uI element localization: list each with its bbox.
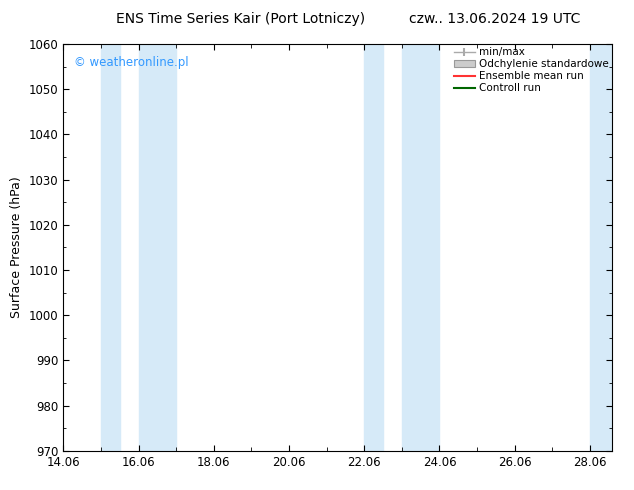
Bar xyxy=(402,44,439,451)
Y-axis label: Surface Pressure (hPa): Surface Pressure (hPa) xyxy=(10,176,23,318)
Bar xyxy=(101,44,120,451)
Bar xyxy=(365,44,383,451)
Text: © weatheronline.pl: © weatheronline.pl xyxy=(74,56,189,69)
Bar xyxy=(590,44,612,451)
Text: czw.. 13.06.2024 19 UTC: czw.. 13.06.2024 19 UTC xyxy=(409,12,580,26)
Legend: min/max, Odchylenie standardowe, Ensemble mean run, Controll run: min/max, Odchylenie standardowe, Ensembl… xyxy=(454,47,609,94)
Text: ENS Time Series Kair (Port Lotniczy): ENS Time Series Kair (Port Lotniczy) xyxy=(117,12,365,26)
Bar xyxy=(139,44,176,451)
